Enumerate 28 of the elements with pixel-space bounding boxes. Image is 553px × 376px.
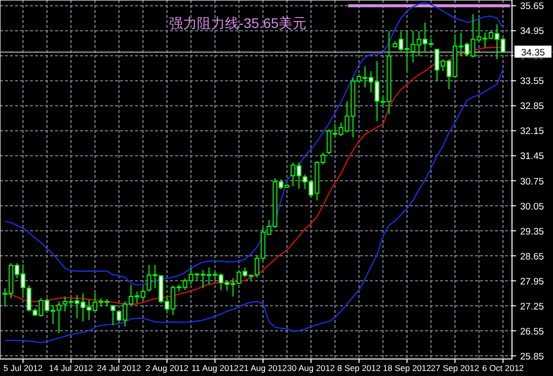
y-tick-label: 32.85 [520, 101, 544, 112]
y-tick-label: 34.95 [520, 26, 544, 38]
x-tick-label: 11 Aug 2012 [191, 363, 239, 373]
x-tick-label: 21 Aug 2012 [239, 363, 288, 373]
y-tick-label: 30.05 [520, 201, 544, 212]
y-tick-label: 31.45 [520, 151, 544, 162]
line-series [4, 68, 504, 344]
x-tick-label: 14 Jul 2012 [49, 363, 94, 373]
x-tick-label: 30 Aug 2012 [287, 363, 336, 373]
x-tick-label: 18 Sep 2012 [382, 363, 432, 373]
y-tick-label: 30.75 [520, 176, 544, 188]
y-tick-label: 27.25 [520, 301, 544, 312]
y-tick-label: 28.65 [520, 251, 544, 262]
y-tick-label: 25.85 [520, 351, 544, 362]
ref-line-label: 强力阻力线-35.65美元 [168, 15, 307, 31]
x-tick-label: 6 Oct 2012 [482, 363, 524, 373]
x-tick-label: 27 Sep 2012 [430, 363, 480, 373]
y-tick-label: 26.55 [520, 326, 544, 338]
x-tick-label: 24 Jul 2012 [97, 363, 142, 373]
y-tick-label: 27.95 [520, 276, 544, 288]
x-tick-label: 5 Jul 2012 [3, 363, 43, 373]
y-tick-label: 32.15 [520, 126, 544, 138]
x-tick-label: 2 Aug 2012 [145, 363, 189, 373]
candlestick [110, 304, 116, 326]
y-tick-label: 33.55 [520, 76, 544, 88]
x-tick-label: 8 Sep 2012 [337, 363, 382, 373]
y-tick-label: 35.65 [520, 1, 544, 12]
y-tick-label: 29.35 [520, 226, 544, 238]
